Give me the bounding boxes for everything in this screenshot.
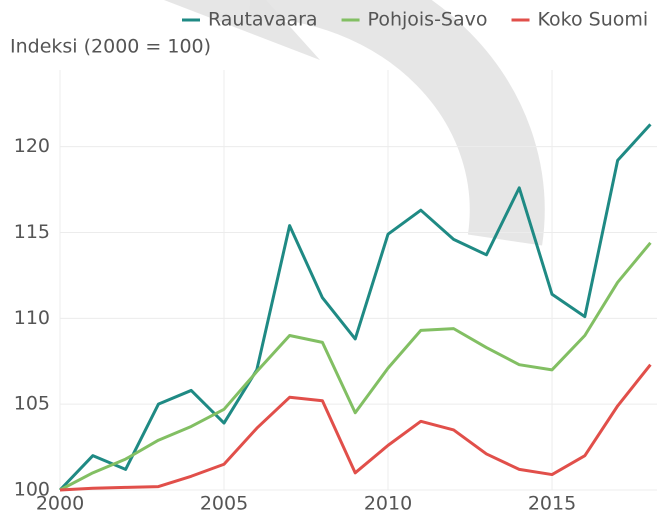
x-tick-label: 2015 <box>528 493 576 515</box>
y-axis-label: Indeksi (2000 = 100) <box>10 36 211 58</box>
y-tick-label: 110 <box>14 307 50 329</box>
y-tick-label: 115 <box>14 221 50 243</box>
x-tick-label: 2005 <box>200 493 248 515</box>
y-tick-label: 105 <box>14 393 50 415</box>
legend-label: Koko Suomi <box>538 9 649 31</box>
chart: Indeksi (2000 = 100) 1001051101151202000… <box>0 0 670 516</box>
legend-label: Pohjois-Savo <box>368 9 488 31</box>
legend-label: Rautavaara <box>208 9 318 31</box>
line <box>60 124 650 490</box>
y-tick-label: 120 <box>14 135 50 157</box>
line <box>60 365 650 490</box>
x-tick-label: 2000 <box>36 493 84 515</box>
x-tick-label: 2010 <box>364 493 412 515</box>
line <box>60 243 650 490</box>
